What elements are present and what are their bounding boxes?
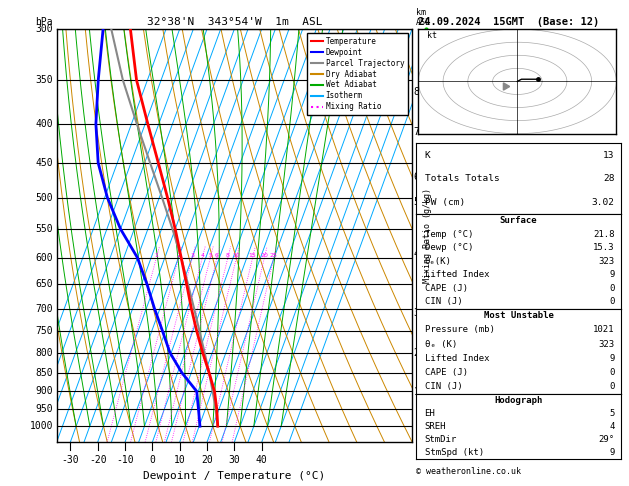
Text: Totals Totals: Totals Totals [425,174,499,183]
Text: 500: 500 [35,192,53,203]
Text: 600: 600 [35,253,53,263]
Text: 25: 25 [270,253,278,258]
Text: CAPE (J): CAPE (J) [425,368,467,377]
Text: 5: 5 [610,409,615,418]
Text: Mixing Ratio (g/kg): Mixing Ratio (g/kg) [423,188,432,283]
Text: 29°: 29° [599,435,615,444]
Text: 20: 20 [260,253,269,258]
Text: Dewp (°C): Dewp (°C) [425,243,473,252]
Text: 20: 20 [201,455,213,465]
Text: 9: 9 [610,448,615,457]
Text: Pressure (mb): Pressure (mb) [425,325,494,334]
Text: Hodograph: Hodograph [494,396,543,405]
Text: 800: 800 [35,347,53,358]
Text: 550: 550 [35,224,53,234]
Text: K: K [425,151,430,159]
Text: 300: 300 [35,24,53,34]
Text: 350: 350 [35,75,53,85]
Text: 21.8: 21.8 [593,230,615,239]
Text: 1000: 1000 [30,421,53,431]
Text: 400: 400 [35,119,53,129]
Text: 850: 850 [35,367,53,378]
Text: 9: 9 [610,270,615,279]
Text: 10: 10 [233,253,240,258]
Text: θₑ(K): θₑ(K) [425,257,452,266]
Text: 0: 0 [610,297,615,306]
Text: 40: 40 [256,455,267,465]
Text: StmDir: StmDir [425,435,457,444]
Text: 13: 13 [603,151,615,159]
Text: 3: 3 [414,308,420,318]
Text: 700: 700 [35,304,53,313]
Text: 2: 2 [177,253,181,258]
Text: 5: 5 [208,253,213,258]
Text: 650: 650 [35,279,53,289]
Text: 6: 6 [414,172,420,182]
Text: 0: 0 [610,284,615,293]
Text: 900: 900 [35,386,53,397]
Text: -30: -30 [62,455,79,465]
Text: -20: -20 [89,455,106,465]
Text: Most Unstable: Most Unstable [484,311,554,320]
Text: 8: 8 [414,87,420,97]
Text: 4: 4 [201,253,204,258]
Text: 1: 1 [155,253,159,258]
Text: Temp (°C): Temp (°C) [425,230,473,239]
Text: 750: 750 [35,326,53,336]
Text: kt: kt [426,31,437,40]
Text: 5: 5 [414,196,420,207]
Text: 950: 950 [35,404,53,414]
Text: 0: 0 [610,382,615,391]
Text: SREH: SREH [425,422,446,431]
Text: 9: 9 [610,354,615,363]
Text: 1021: 1021 [593,325,615,334]
Text: 30: 30 [228,455,240,465]
Text: -10: -10 [116,455,134,465]
Text: 4: 4 [414,249,420,260]
Text: EH: EH [425,409,435,418]
Text: © weatheronline.co.uk: © weatheronline.co.uk [416,467,521,476]
Text: 450: 450 [35,158,53,168]
Text: 32°38'N  343°54'W  1m  ASL: 32°38'N 343°54'W 1m ASL [147,17,322,27]
Text: hPa: hPa [35,17,53,27]
Text: CIN (J): CIN (J) [425,382,462,391]
Text: km
ASL: km ASL [416,8,430,27]
Text: CAPE (J): CAPE (J) [425,284,467,293]
Text: PW (cm): PW (cm) [425,198,465,207]
Text: StmSpd (kt): StmSpd (kt) [425,448,484,457]
Text: 0: 0 [610,368,615,377]
Text: 6: 6 [215,253,219,258]
Text: 7: 7 [414,127,420,137]
Text: 2: 2 [414,348,420,358]
Text: 10: 10 [174,455,186,465]
Text: Lifted Index: Lifted Index [425,270,489,279]
Text: Surface: Surface [500,216,537,225]
Text: 15: 15 [248,253,257,258]
Text: 15.3: 15.3 [593,243,615,252]
Text: Dewpoint / Temperature (°C): Dewpoint / Temperature (°C) [143,471,325,481]
Text: CIN (J): CIN (J) [425,297,462,306]
Text: 323: 323 [599,257,615,266]
Text: 3: 3 [190,253,194,258]
Text: θₑ (K): θₑ (K) [425,340,457,348]
Text: 1: 1 [414,387,420,397]
Legend: Temperature, Dewpoint, Parcel Trajectory, Dry Adiabat, Wet Adiabat, Isotherm, Mi: Temperature, Dewpoint, Parcel Trajectory… [308,33,408,115]
Text: 3.02: 3.02 [592,198,615,207]
Text: 4: 4 [610,422,615,431]
Text: 323: 323 [599,340,615,348]
Text: 24.09.2024  15GMT  (Base: 12): 24.09.2024 15GMT (Base: 12) [418,17,599,27]
Text: 28: 28 [603,174,615,183]
Text: Lifted Index: Lifted Index [425,354,489,363]
Text: 8: 8 [226,253,230,258]
Text: 0: 0 [149,455,155,465]
